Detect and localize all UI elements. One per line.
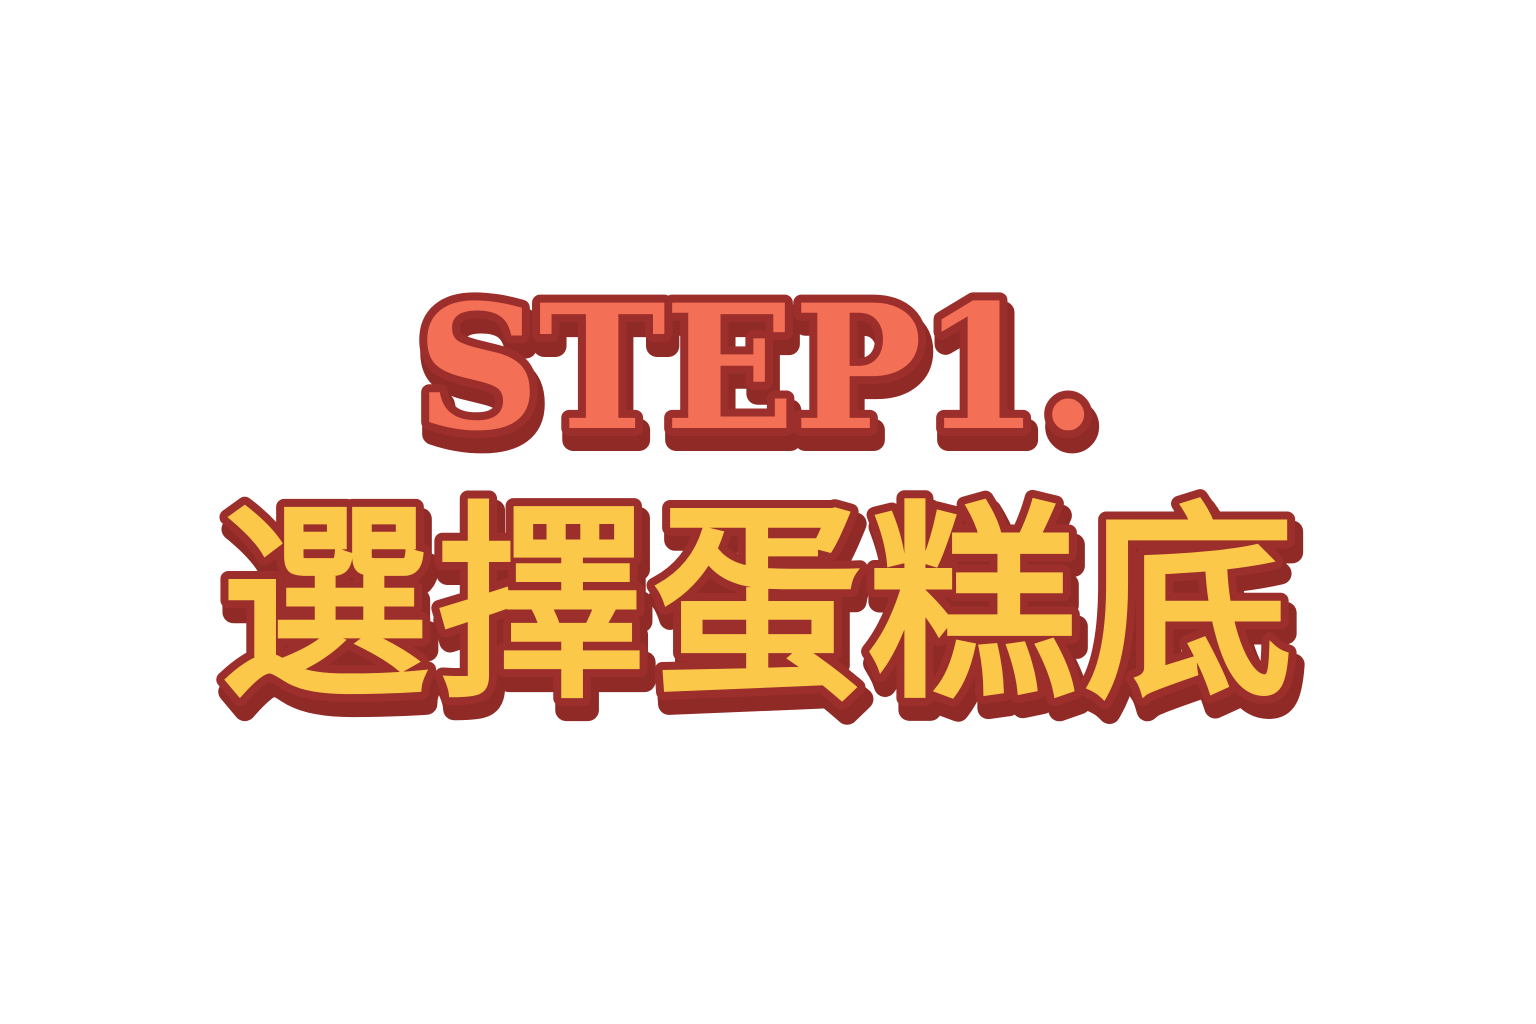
page-title: 選擇蛋糕底 [220, 483, 1300, 728]
title-shadow: 選擇蛋糕底 [225, 495, 1305, 740]
step-label-shadow: STEP1. [420, 278, 1100, 481]
step-label: STEP1. [416, 266, 1096, 469]
